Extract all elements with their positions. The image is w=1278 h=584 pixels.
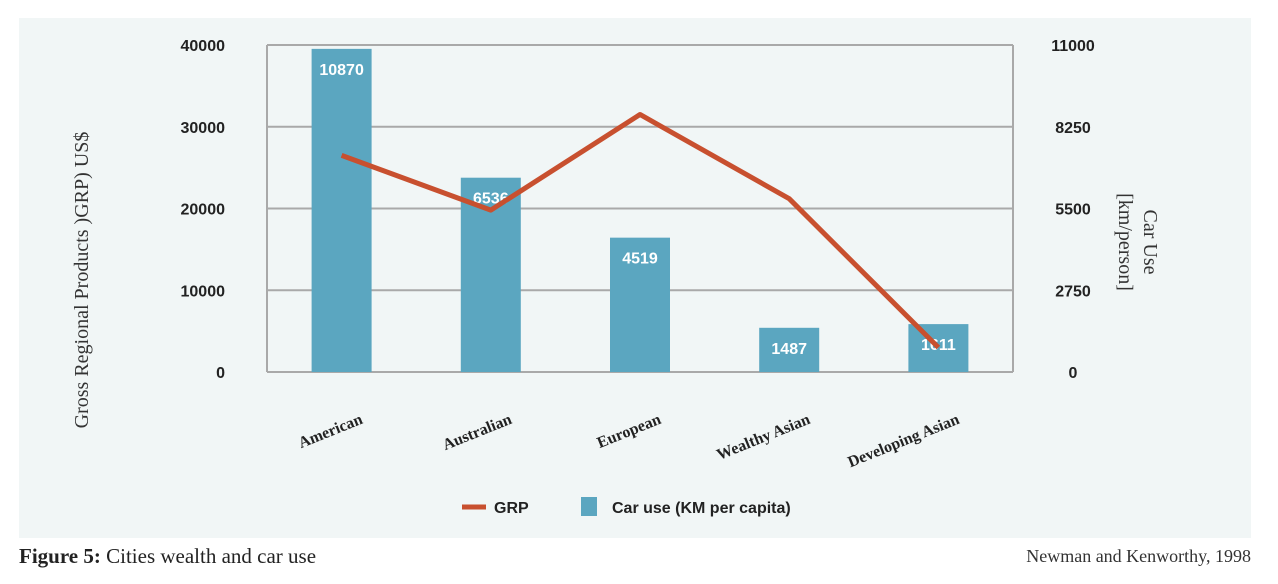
- right-tick-label: 2750: [1055, 283, 1091, 300]
- car-use-value-label: 4519: [622, 251, 658, 268]
- left-tick-label: 0: [216, 365, 225, 382]
- left-tick-label: 20000: [181, 202, 226, 219]
- left-axis-ticks: 40000 30000 20000 10000 0: [181, 38, 226, 382]
- left-tick-label: 10000: [181, 283, 226, 300]
- legend-caruse-label: Car use (KM per capita): [612, 500, 791, 517]
- source-credit: Newman and Kenworthy, 1998: [1026, 546, 1251, 566]
- grp-line: [340, 111, 941, 350]
- legend-caruse-swatch: [581, 497, 597, 516]
- car-use-bar: [759, 327, 820, 372]
- legend-grp-label: GRP: [494, 500, 529, 517]
- right-axis-ticks: 11000 8250 5500 2750 0: [1051, 38, 1095, 382]
- right-axis-title-line1: Car Use: [1139, 210, 1161, 275]
- right-tick-label: 8250: [1055, 120, 1091, 137]
- category-labels: American Australian European Wealthy Asian D…: [296, 411, 962, 471]
- car-use-bar: [311, 48, 372, 372]
- car-use-value-label: 10870: [319, 62, 364, 79]
- car-use-value-label: 1487: [771, 341, 807, 358]
- category-label: European: [595, 411, 664, 452]
- grp-line-group: [340, 111, 941, 350]
- right-axis-title-line2: [km/person]: [1114, 193, 1136, 291]
- category-label: American: [296, 411, 365, 452]
- left-axis-title: Gross Regional Products )GRP) US$: [71, 132, 93, 429]
- car-use-bar: [908, 324, 969, 372]
- figure-caption-text: Cities wealth and car use: [100, 544, 317, 568]
- right-tick-label: 0: [1069, 365, 1078, 382]
- left-tick-label: 40000: [181, 38, 226, 55]
- figure-caption: Figure 5: Cities wealth and car use: [19, 544, 316, 569]
- category-label: Wealthy Asian: [714, 411, 812, 464]
- right-tick-label: 5500: [1055, 202, 1091, 219]
- left-tick-label: 30000: [181, 120, 226, 137]
- category-label: Australian: [440, 411, 514, 454]
- car-use-bar: [610, 237, 670, 372]
- category-label: Developing Asian: [845, 411, 962, 471]
- bars: [311, 48, 969, 372]
- right-tick-label: 11000: [1051, 38, 1095, 55]
- chart-panel: 10870 6536 4519 1487 1611 40000 30000 20000 100…: [19, 18, 1251, 538]
- figure-caption-label: Figure 5:: [19, 544, 101, 568]
- legend: GRP Car use (KM per capita): [462, 497, 791, 517]
